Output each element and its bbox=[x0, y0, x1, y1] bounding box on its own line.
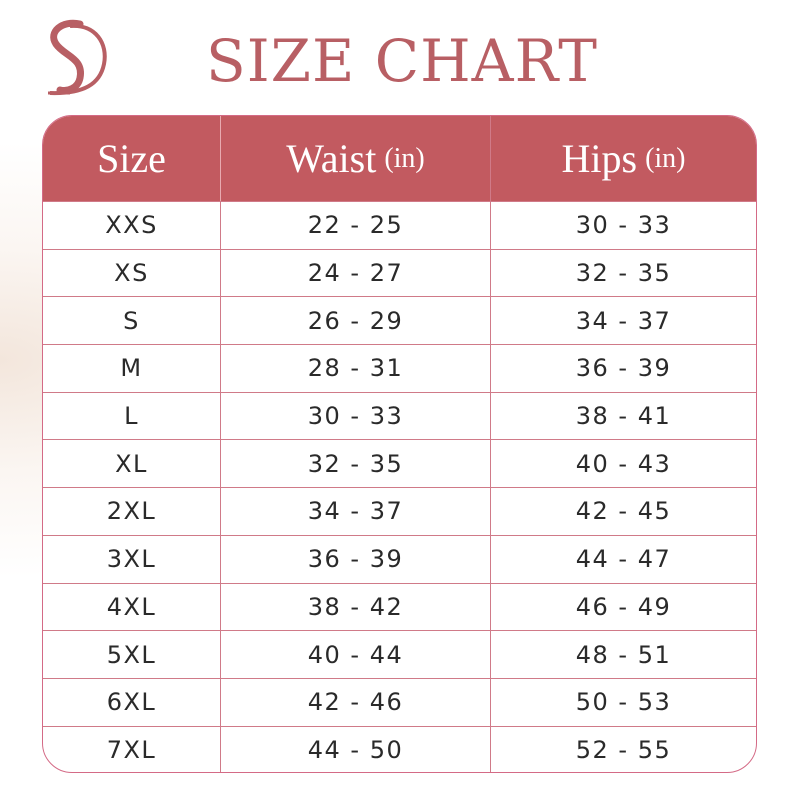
table-row: 5XL 40 - 44 48 - 51 bbox=[43, 630, 756, 678]
table-row: L 30 - 33 38 - 41 bbox=[43, 391, 756, 440]
table-row: 3XL 36 - 39 44 - 47 bbox=[43, 534, 756, 583]
cell-size: M bbox=[43, 345, 221, 392]
size-chart-table: Size Waist (in) Hips (in) XXS 22 - 25 30 - 3… bbox=[42, 115, 757, 773]
cell-waist: 26 - 29 bbox=[221, 297, 491, 345]
cell-size: 7XL bbox=[43, 726, 221, 772]
cell-size: 2XL bbox=[43, 488, 221, 535]
cell-hips: 38 - 41 bbox=[575, 402, 672, 431]
table-row: 6XL 42 - 46 50 - 53 bbox=[43, 677, 756, 726]
page-title: SIZE CHART bbox=[206, 27, 598, 95]
table-row: XS 24 - 27 32 - 35 bbox=[43, 248, 756, 297]
cell-hips: 48 - 51 bbox=[575, 640, 672, 669]
cell-hips: 34 - 37 bbox=[575, 306, 672, 335]
cell-hips: 42 - 45 bbox=[575, 497, 672, 526]
cell-hips: 52 - 55 bbox=[575, 735, 672, 764]
cell-waist: 22 - 25 bbox=[221, 202, 491, 249]
table-row: XL 32 - 35 40 - 43 bbox=[43, 439, 756, 488]
header-label: Waist bbox=[286, 136, 377, 181]
cell-size: 5XL bbox=[43, 631, 221, 678]
cell-waist: 30 - 33 bbox=[221, 392, 491, 440]
brand-logo-icon bbox=[48, 19, 107, 96]
cell-hips: 30 - 33 bbox=[575, 211, 672, 240]
table-header: Size Waist (in) Hips (in) bbox=[43, 116, 756, 201]
cell-size: 4XL bbox=[43, 583, 221, 631]
table-row: 4XL 38 - 42 46 - 49 bbox=[43, 582, 756, 631]
cell-waist: 38 - 42 bbox=[221, 583, 491, 631]
header-label: Size bbox=[97, 136, 166, 181]
cell-waist: 32 - 35 bbox=[221, 440, 491, 488]
table-row: 2XL 34 - 37 42 - 45 bbox=[43, 487, 756, 535]
cell-waist: 28 - 31 bbox=[221, 345, 491, 392]
cell-waist: 36 - 39 bbox=[221, 535, 491, 583]
cell-waist: 24 - 27 bbox=[221, 249, 491, 297]
cell-waist: 40 - 44 bbox=[221, 631, 491, 678]
cell-hips: 32 - 35 bbox=[575, 259, 672, 288]
cell-size: 3XL bbox=[43, 535, 221, 583]
table-row: M 28 - 31 36 - 39 bbox=[43, 344, 756, 392]
cell-size: XS bbox=[43, 249, 221, 297]
header-unit: (in) bbox=[384, 142, 425, 174]
cell-size: L bbox=[43, 392, 221, 440]
table-row: 7XL 44 - 50 52 - 55 bbox=[43, 725, 756, 772]
table-body: XXS 22 - 25 30 - 33 XS 24 - 27 32 - 35 S 26 - 2… bbox=[43, 201, 756, 772]
cell-size: XXS bbox=[43, 202, 221, 249]
cell-size: 6XL bbox=[43, 678, 221, 726]
header-unit: (in) bbox=[645, 142, 686, 174]
cell-waist: 42 - 46 bbox=[221, 678, 491, 726]
header-waist: Waist (in) bbox=[221, 116, 491, 201]
table-row: S 26 - 29 34 - 37 bbox=[43, 296, 756, 345]
cell-hips: 40 - 43 bbox=[575, 449, 672, 478]
cell-waist: 44 - 50 bbox=[221, 726, 491, 772]
cell-hips: 44 - 47 bbox=[575, 545, 672, 574]
header-hips: Hips (in) bbox=[491, 116, 756, 201]
cell-waist: 34 - 37 bbox=[221, 488, 491, 535]
cell-hips: 36 - 39 bbox=[575, 354, 672, 383]
cell-hips: 46 - 49 bbox=[575, 592, 672, 621]
cell-size: S bbox=[43, 297, 221, 345]
header-label: Hips bbox=[561, 136, 638, 181]
header-size: Size bbox=[43, 116, 221, 201]
cell-size: XL bbox=[43, 440, 221, 488]
table-row: XXS 22 - 25 30 - 33 bbox=[43, 201, 756, 249]
cell-hips: 50 - 53 bbox=[575, 688, 672, 717]
